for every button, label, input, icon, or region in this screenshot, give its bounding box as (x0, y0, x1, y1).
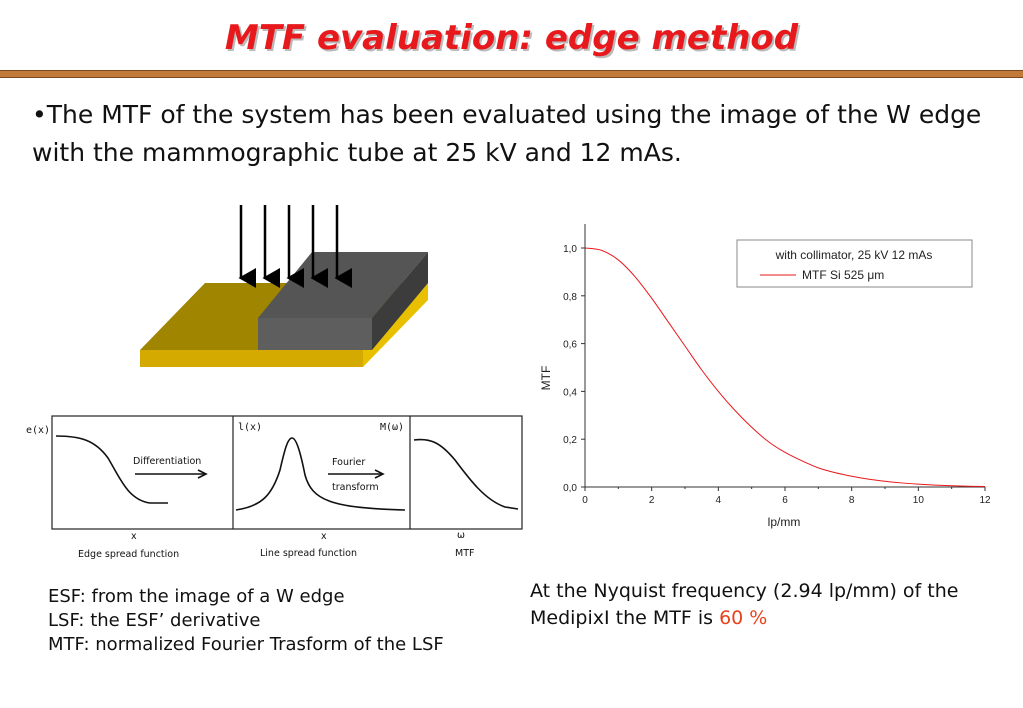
x-tick-label: 6 (782, 495, 788, 506)
label-lx: l(x) (238, 422, 262, 433)
nyquist-value: 60 % (719, 607, 768, 629)
caption-lsf: Line spread function (260, 548, 357, 559)
x-tick-label: 0 (582, 495, 588, 506)
definition-esf: ESF: from the image of a W edge (48, 586, 345, 607)
definitions-note: ESF: from the image of a W edge LSF: the… (48, 585, 518, 657)
y-tick-label: 0,0 (563, 483, 577, 494)
y-axis-label: MTF (539, 366, 553, 391)
label-mw: M(ω) (380, 422, 404, 433)
x-tick-label: 8 (849, 495, 855, 506)
w-edge-top (258, 252, 428, 318)
schematic-frame (51, 415, 523, 530)
y-tick-label: 0,2 (563, 435, 577, 446)
y-tick-label: 0,6 (563, 340, 577, 351)
substrate-front (140, 350, 363, 367)
legend-box (736, 239, 973, 288)
definition-mtf: MTF: normalized Fourier Trasform of the … (48, 634, 444, 655)
series-line-mtf (584, 247, 986, 488)
caption-esf: Edge spread function (78, 549, 179, 560)
label-x-lsf: x (321, 531, 327, 542)
definition-lsf: LSF: the ESF’ derivative (48, 610, 261, 631)
label-transform: transform (332, 482, 379, 493)
y-tick-label: 0,8 (563, 292, 577, 303)
label-x-esf: x (131, 531, 137, 542)
mtf-curve (413, 438, 519, 510)
title-divider (0, 70, 1023, 78)
y-tick-label: 1,0 (563, 244, 577, 255)
x-tick-label: 10 (913, 495, 925, 506)
substrate-top (140, 283, 428, 350)
legend-title: with collimator, 25 kV 12 mAs (775, 248, 933, 262)
slide-title: MTF evaluation: edge method (224, 18, 799, 58)
w-edge-side (372, 252, 428, 350)
x-axis-label: lp/mm (768, 515, 801, 529)
x-tick-label: 4 (716, 495, 722, 506)
x-tick-label: 2 (649, 495, 655, 506)
legend-series-name: MTF Si 525 μm (802, 268, 884, 282)
chart-legend: with collimator, 25 kV 12 mAs MTF Si 525… (736, 239, 973, 288)
nyquist-text: At the Nyquist frequency (2.94 lp/mm) of… (530, 580, 959, 629)
intro-bullet: •The MTF of the system has been evaluate… (32, 100, 982, 167)
label-differentiation: Differentiation (133, 456, 201, 467)
label-fourier: Fourier (332, 457, 365, 468)
nyquist-note: At the Nyquist frequency (2.94 lp/mm) of… (530, 578, 1010, 632)
lsf-curve (235, 437, 406, 511)
caption-mtf: MTF (455, 548, 474, 559)
y-tick-label: 0,4 (563, 387, 577, 398)
label-omega: ω (457, 530, 465, 541)
substrate-side (363, 283, 428, 367)
label-ex: e(x) (26, 425, 50, 436)
esf-curve (55, 435, 168, 504)
w-edge-front (258, 318, 372, 350)
x-tick-label: 12 (979, 495, 991, 506)
